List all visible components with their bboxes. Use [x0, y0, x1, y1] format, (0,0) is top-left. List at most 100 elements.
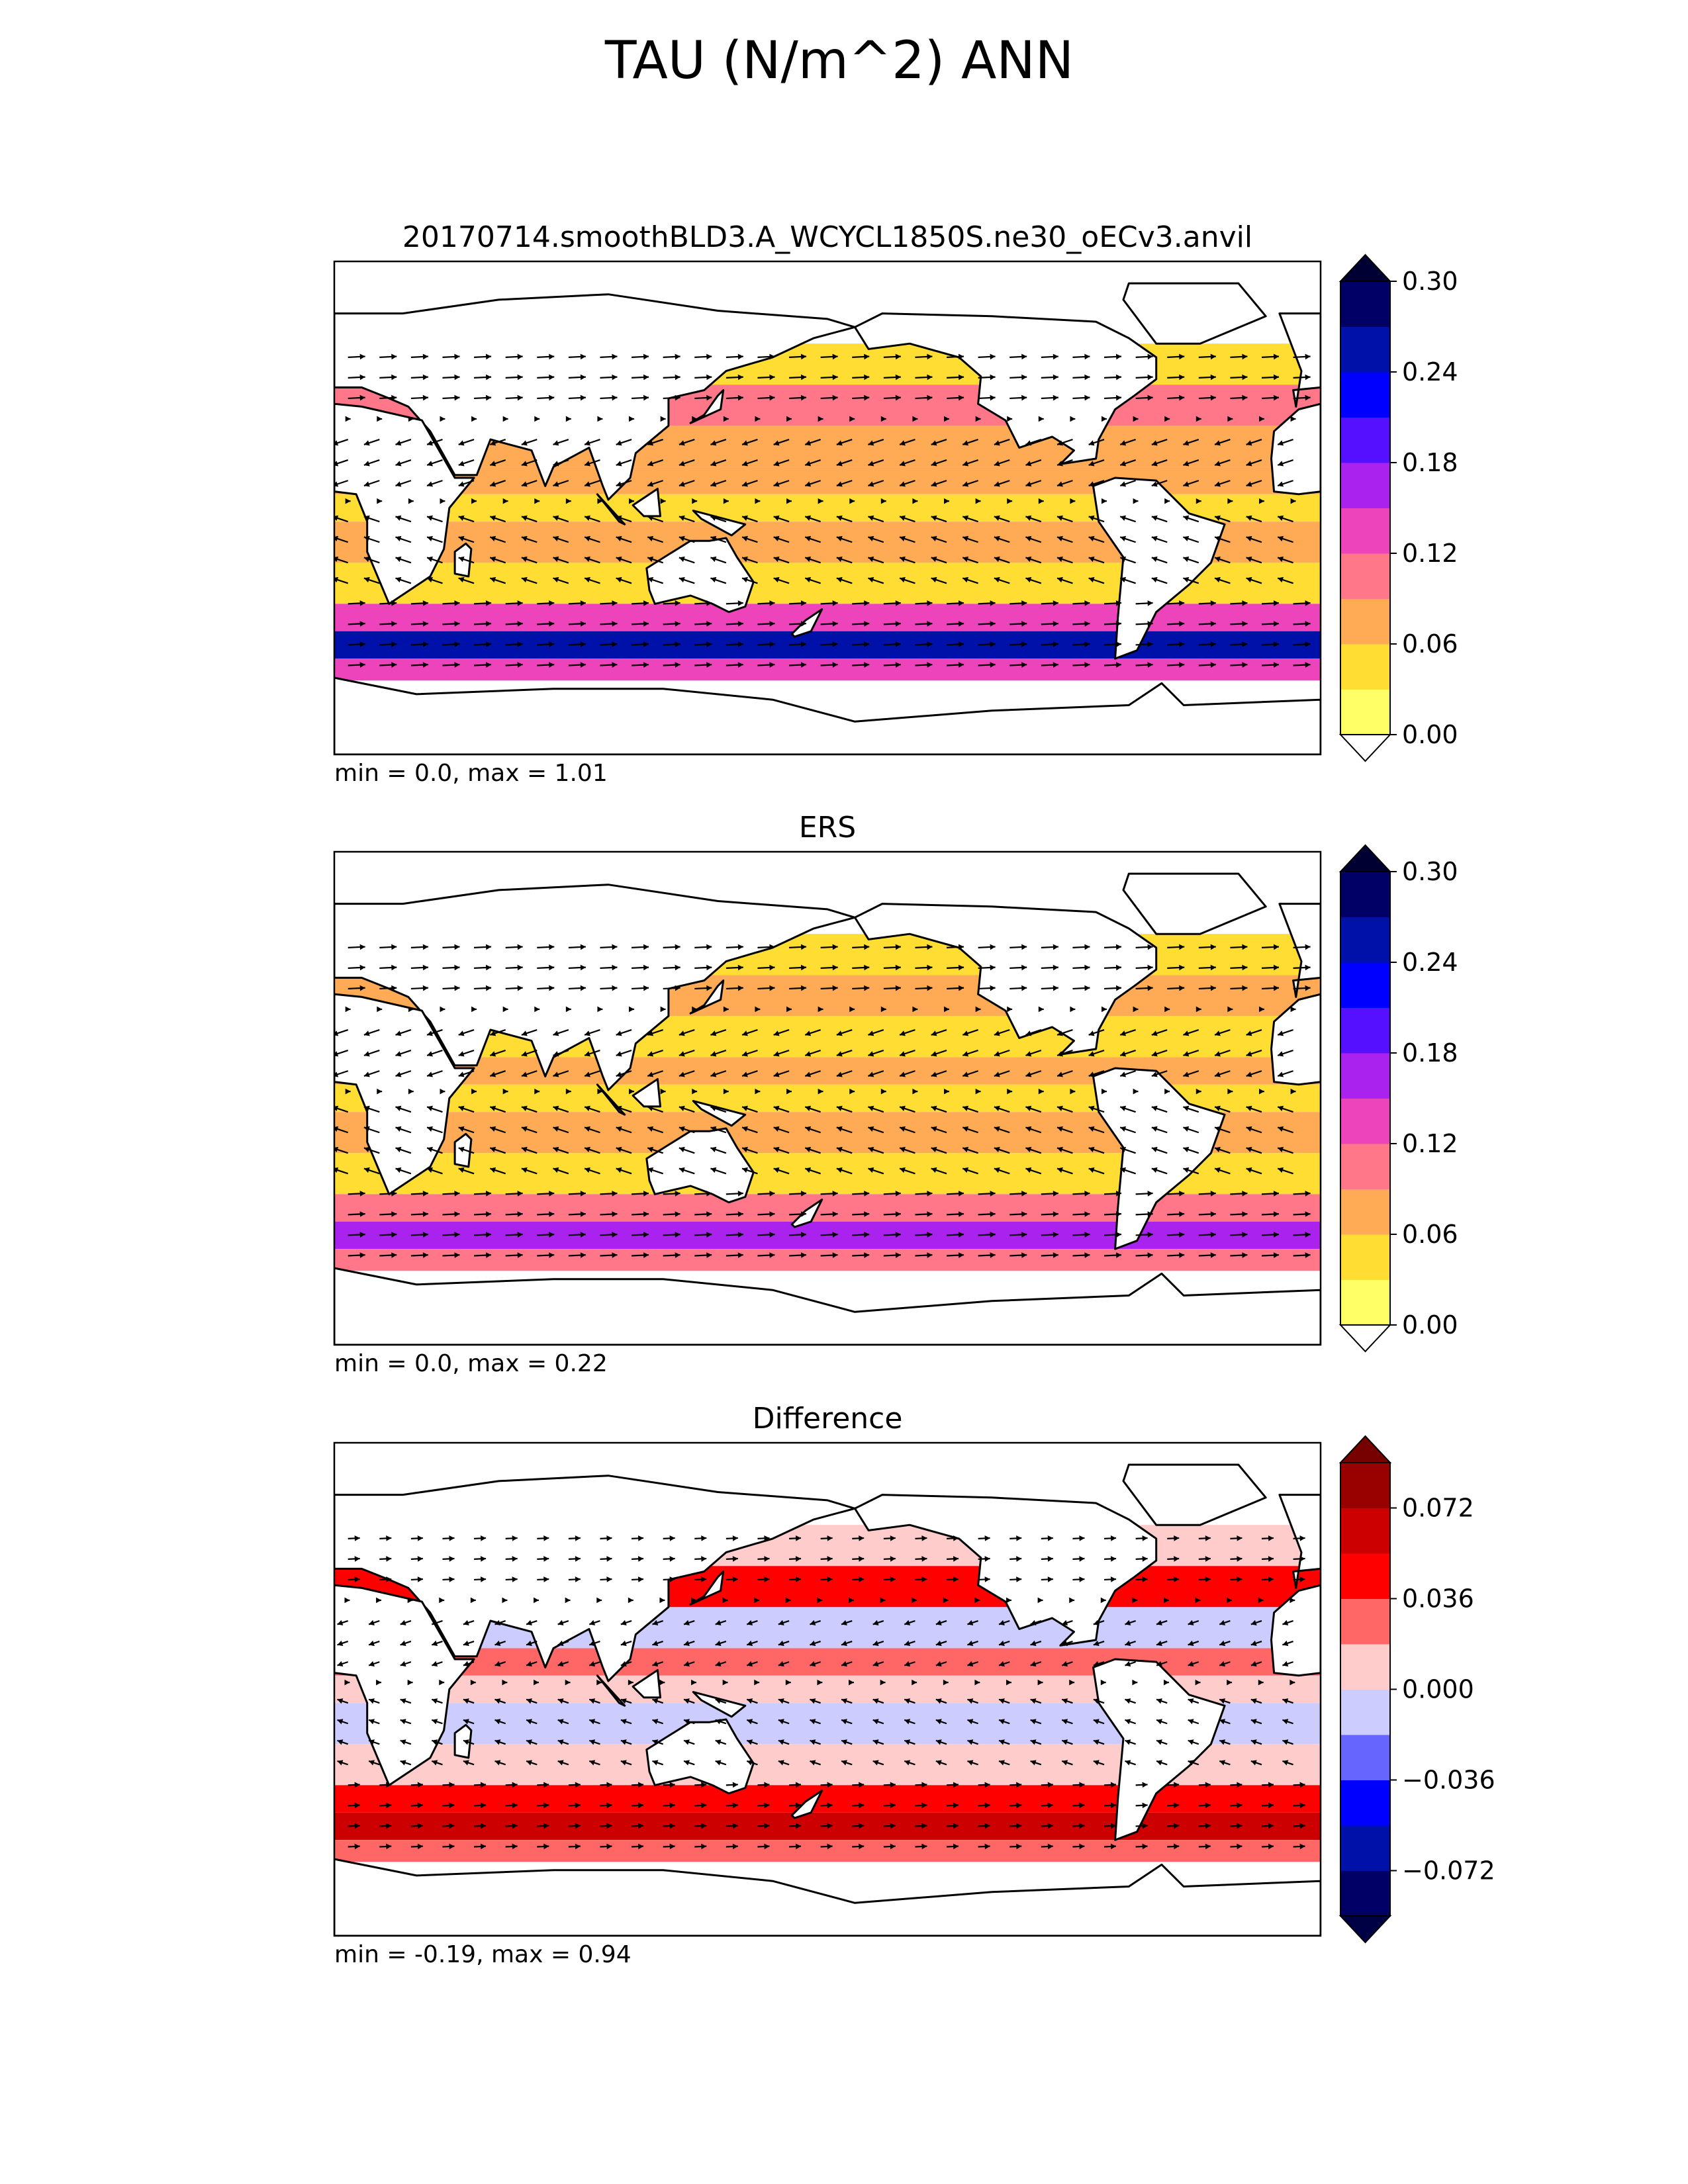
wind-arrow-head: [386, 1576, 392, 1582]
wind-arrow-head: [417, 1843, 423, 1850]
wind-arrow-head: [868, 515, 874, 521]
wind-arrow-head: [669, 1802, 675, 1809]
wind-arrow-head: [454, 964, 460, 971]
wind-arrow-head: [864, 353, 870, 360]
wind-arrow-head: [334, 1167, 339, 1173]
coastline: [692, 510, 747, 537]
wind-arrow-head: [359, 1191, 365, 1197]
wind-arrow-head: [1093, 1760, 1100, 1766]
wind-arrow-head: [1088, 1126, 1095, 1132]
wind-arrow-head: [827, 1802, 833, 1809]
wind-arrow-head: [927, 1232, 933, 1238]
wind-arrow-head: [485, 985, 492, 991]
wind-arrow-head: [974, 1679, 980, 1686]
wind-arrow-head: [836, 535, 843, 542]
wind-arrow-head: [517, 641, 523, 647]
wind-arrow-head: [684, 1739, 690, 1745]
wind-arrow-head: [606, 1823, 612, 1829]
wind-arrow-head: [427, 1071, 433, 1077]
wind-arrow-head: [795, 1802, 802, 1809]
wind-arrow-head: [647, 1051, 654, 1057]
wind-arrow-head: [432, 1619, 438, 1626]
colorbar-tick-label: 0.30: [1402, 857, 1458, 886]
wind-arrow-head: [1069, 1597, 1075, 1604]
wind-arrow-head: [612, 662, 618, 668]
wind-arrow-head: [1219, 1661, 1226, 1667]
wind-arrow-head: [580, 964, 586, 971]
wind-arrow-head: [710, 1105, 717, 1111]
field-band: [334, 1194, 1321, 1222]
wind-arrow-head: [652, 1661, 659, 1667]
wind-arrow-head: [958, 353, 964, 360]
wind-arrow-head: [921, 1535, 927, 1541]
wind-arrow-head: [391, 374, 397, 381]
wind-arrow-head: [679, 1105, 685, 1111]
wind-arrow-head: [463, 1640, 469, 1647]
wind-arrow-head: [962, 1071, 969, 1077]
wind-arrow-head: [449, 1556, 455, 1562]
wind-arrow-head: [1025, 1105, 1032, 1111]
wind-arrow-head: [334, 481, 339, 487]
wind-arrow-head: [706, 621, 712, 627]
wind-arrow-head: [1268, 1802, 1274, 1809]
wind-arrow-head: [868, 556, 874, 563]
wind-arrow-head: [832, 662, 838, 668]
wind-arrow-head: [422, 353, 428, 360]
wind-arrow-head: [526, 1619, 532, 1626]
wind-arrow-head: [1088, 1071, 1095, 1077]
colorbar-segment: [1340, 1234, 1390, 1280]
wind-arrow-head: [1007, 1006, 1013, 1013]
wind-arrow-head: [904, 1661, 911, 1667]
wind-arrow-head: [485, 1232, 492, 1238]
wind-arrow-head: [1070, 1088, 1076, 1095]
wind-vectors: [334, 353, 1311, 668]
wind-arrow-head: [549, 1191, 555, 1197]
wind-arrow-head: [742, 556, 748, 563]
wind-arrow-head: [742, 1105, 748, 1111]
wind-arrow-head: [706, 600, 712, 606]
wind-arrow-head: [1120, 1146, 1127, 1153]
wind-arrow-head: [408, 416, 414, 422]
wind-arrow-head: [769, 1232, 775, 1238]
wind-arrow-head: [1205, 1576, 1211, 1582]
wind-arrow-head: [334, 1146, 339, 1153]
wind-arrow-head: [1147, 944, 1153, 950]
wind-arrow-head: [565, 1597, 571, 1604]
wind-arrow-head: [742, 1146, 748, 1153]
wind-arrow-head: [921, 1556, 927, 1562]
wind-arrow-head: [832, 1232, 838, 1238]
wind-arrow-head: [422, 944, 428, 950]
wind-arrow-head: [1242, 353, 1248, 360]
wind-arrow-head: [1299, 1823, 1305, 1829]
wind-arrow-head: [494, 1619, 501, 1626]
wind-arrow-head: [994, 440, 1000, 446]
wind-arrow-head: [1070, 498, 1076, 504]
wind-arrow-head: [620, 1760, 627, 1766]
wind-arrow-head: [417, 1535, 423, 1541]
wind-arrow-head: [841, 1619, 847, 1626]
wind-arrow-head: [742, 515, 748, 521]
wind-arrow-head: [521, 461, 528, 467]
wind-arrow-head: [1025, 1030, 1032, 1036]
colorbar-tick-label: 0.06: [1402, 1220, 1458, 1249]
wind-arrow-head: [597, 1006, 603, 1013]
wind-arrow-head: [1183, 576, 1190, 583]
wind-arrow-head: [585, 1030, 590, 1036]
wind-arrow-head: [958, 1232, 964, 1238]
wind-arrow-head: [1215, 440, 1221, 446]
coastline: [334, 676, 1321, 754]
wind-arrow-head: [485, 944, 492, 950]
wind-arrow-head: [1210, 1191, 1216, 1197]
wind-arrow-head: [1299, 1556, 1305, 1562]
wind-arrow-head: [612, 621, 618, 627]
wind-arrow-head: [422, 1211, 428, 1217]
wind-arrow-head: [521, 481, 528, 487]
wind-arrow-head: [706, 944, 712, 950]
wind-arrow-head: [512, 1843, 518, 1850]
wind-arrow-head: [1062, 1760, 1068, 1766]
wind-arrow-head: [543, 1823, 549, 1829]
wind-arrow-head: [868, 461, 874, 467]
wind-arrow-head: [999, 1640, 1005, 1647]
wind-arrow-head: [585, 481, 590, 487]
wind-arrow-head: [597, 1088, 603, 1095]
